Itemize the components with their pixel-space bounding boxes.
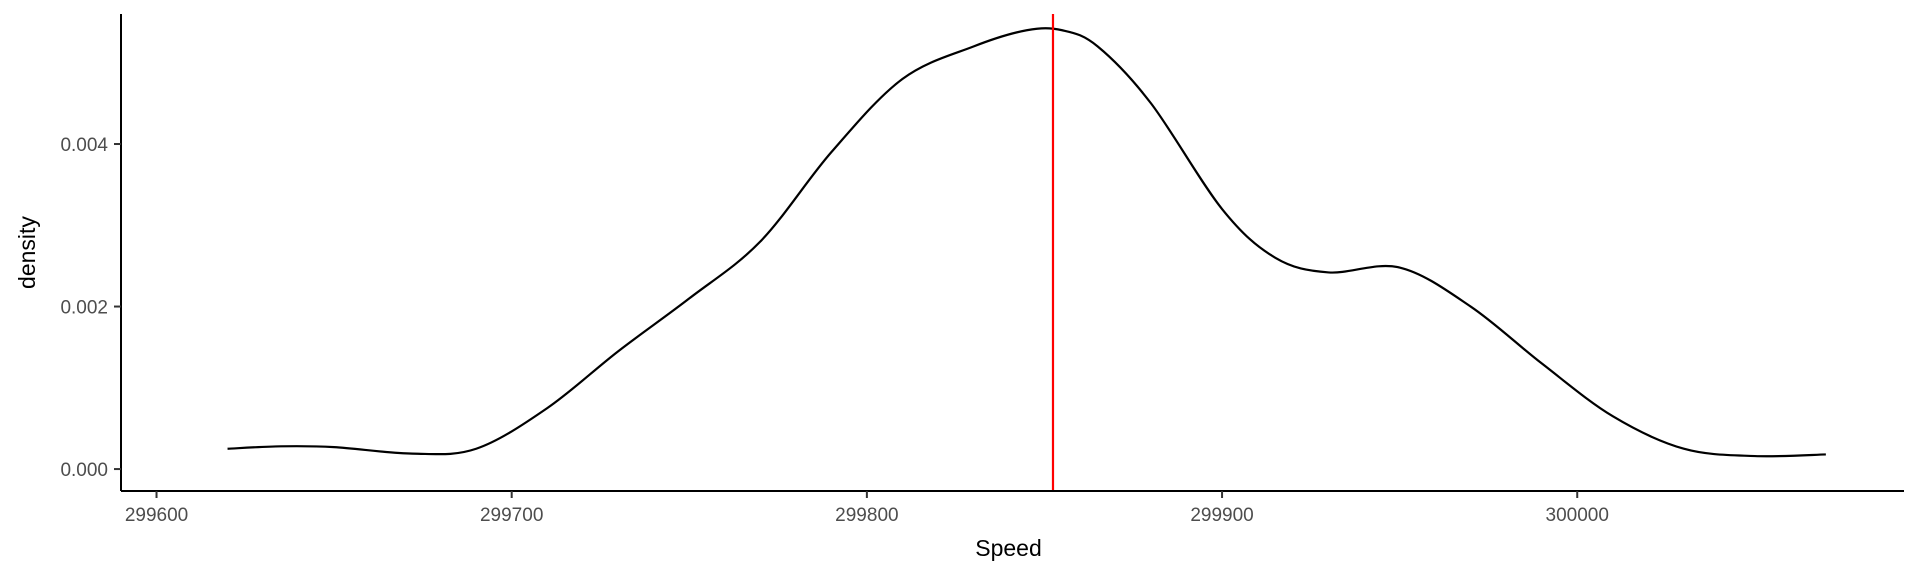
chart-marks <box>227 14 1826 491</box>
x-tick-label: 299900 <box>1190 505 1253 526</box>
x-tick-label: 300000 <box>1546 505 1609 526</box>
x-tick-label: 299800 <box>835 505 898 526</box>
x-tick-label: 299600 <box>125 505 188 526</box>
y-tick-label: 0.004 <box>60 135 108 156</box>
x-tick-label: 299700 <box>480 505 543 526</box>
y-axis-ticks: 0.000 0.002 0.004 <box>60 135 121 481</box>
x-axis-title: Speed <box>975 535 1042 561</box>
y-axis-title: density <box>14 216 40 289</box>
y-tick-label: 0.000 <box>60 460 108 481</box>
x-axis-ticks: 299600 299700 299800 299900 300000 <box>125 491 1609 526</box>
y-tick-label: 0.002 <box>60 298 108 319</box>
density-curve <box>227 27 1826 458</box>
